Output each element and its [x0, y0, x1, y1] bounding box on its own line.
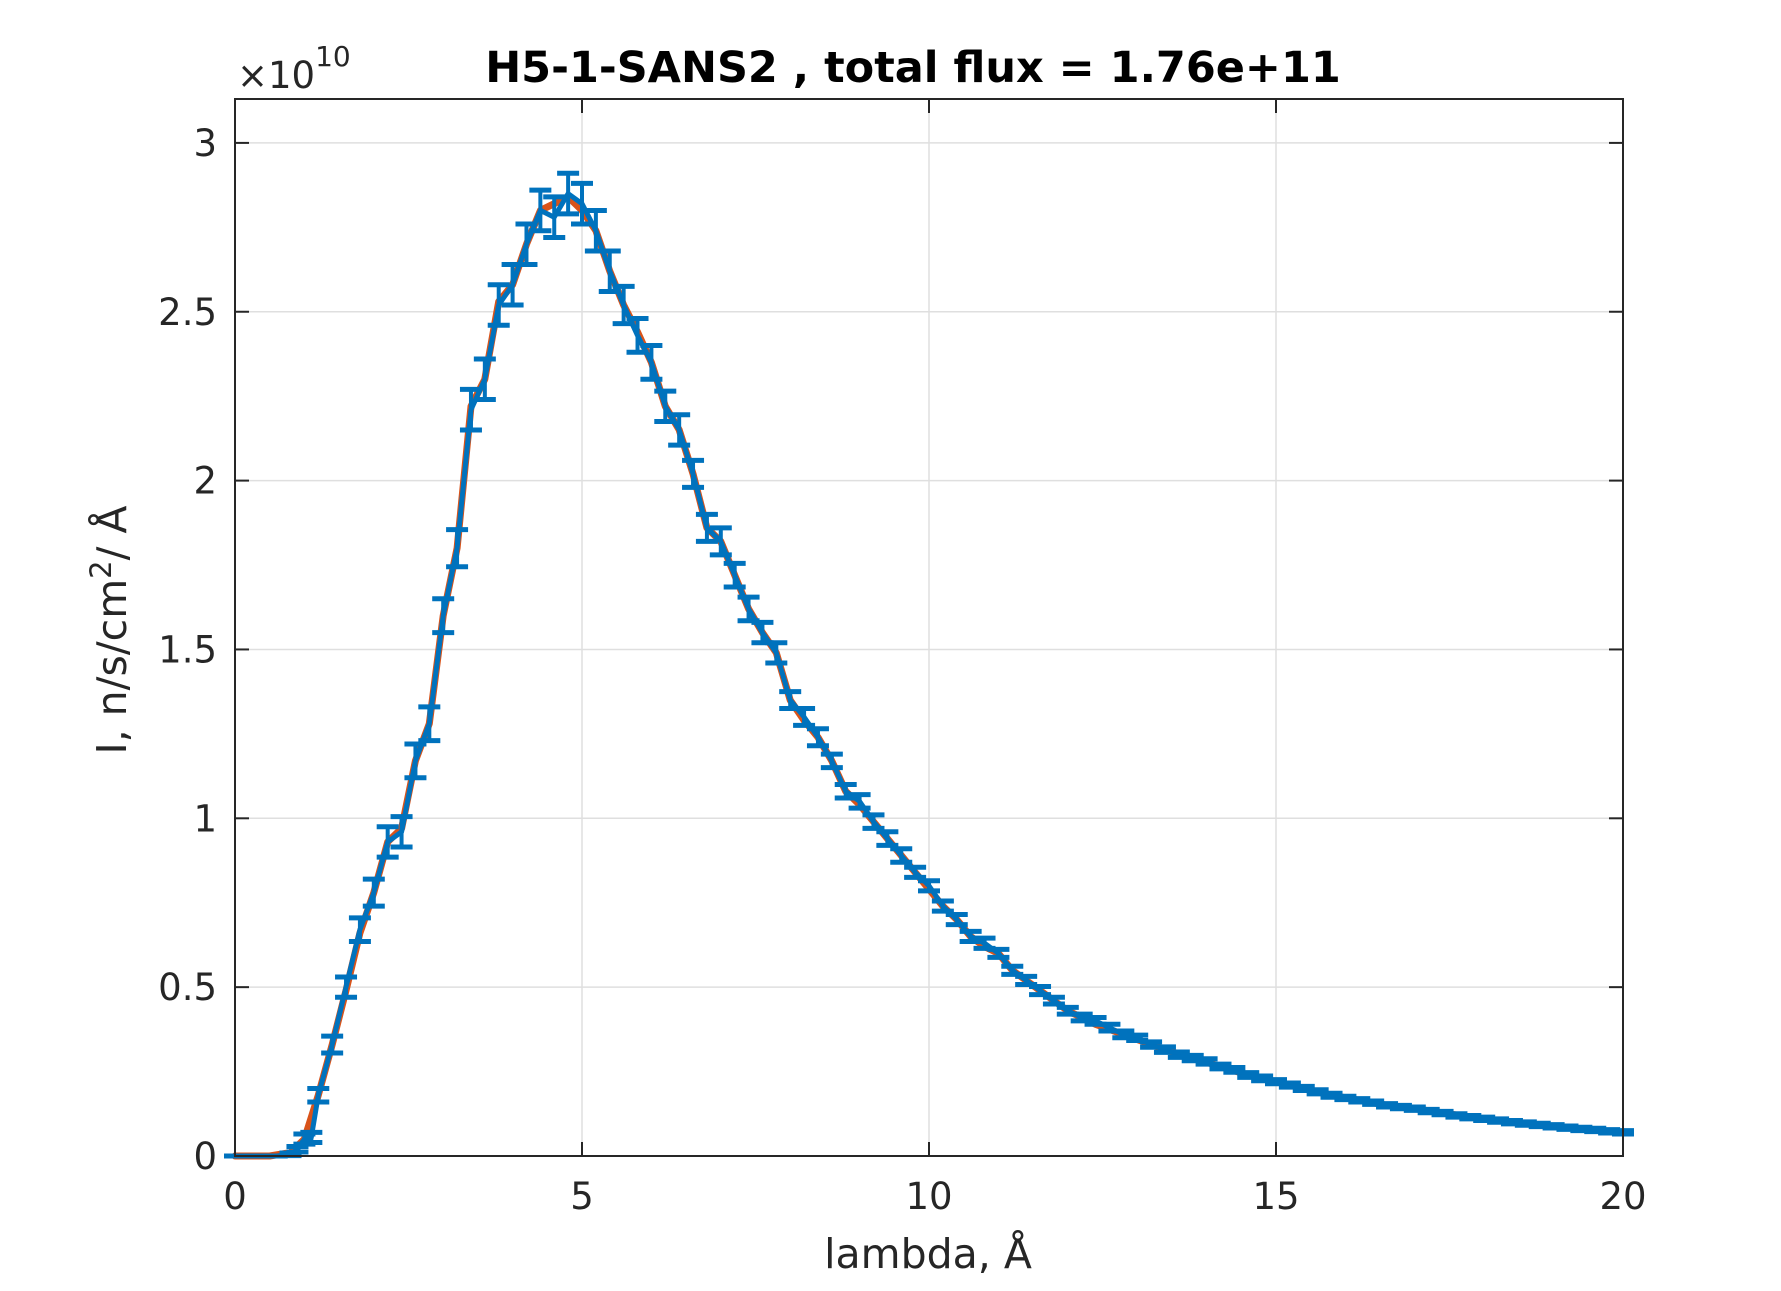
- data-point: [834, 782, 857, 801]
- y-exponent-label: ×1010: [237, 40, 351, 97]
- data-point: [793, 706, 816, 728]
- x-tick-labels: 0 5 10 15 20: [223, 1175, 1646, 1218]
- chart-title: H5-1-SANS2 , total flux = 1.76e+11: [485, 43, 1341, 93]
- y-axis-label: I, n/s/cm2/ Å: [84, 506, 136, 755]
- data-point: [682, 457, 705, 490]
- data-point: [529, 187, 552, 234]
- y-tick-label: 3: [193, 122, 217, 165]
- x-axis-label: lambda, Å: [824, 1230, 1032, 1278]
- y-exponent-power: 10: [315, 40, 351, 73]
- data-point: [904, 864, 927, 880]
- data-point: [890, 846, 913, 865]
- data-point: [557, 170, 580, 217]
- data-point: [473, 356, 496, 403]
- grid: [235, 99, 1623, 1156]
- y-axis-label-sup: 2: [84, 560, 118, 578]
- data-point: [820, 751, 843, 771]
- y-tick-label: 0.5: [158, 966, 217, 1009]
- data-point: [376, 824, 399, 860]
- y-tick-label: 0: [193, 1135, 217, 1178]
- data-point: [571, 180, 593, 227]
- y-tick-labels: 0 0.5 1 1.5 2 2.5 3: [158, 122, 217, 1178]
- data-point: [1070, 1011, 1093, 1024]
- data-point: [418, 704, 441, 744]
- x-tick-label: 5: [570, 1175, 594, 1218]
- data-point: [987, 946, 1010, 960]
- data-point: [487, 282, 510, 328]
- data-point: [723, 560, 746, 590]
- data-point: [598, 248, 621, 294]
- data-point: [390, 814, 413, 850]
- y-tick-label: 1.5: [158, 628, 217, 671]
- data-point: [959, 928, 982, 945]
- data-point: [1029, 983, 1052, 998]
- data-point: [945, 912, 968, 928]
- data-point: [300, 1129, 323, 1145]
- data-point: [918, 878, 940, 894]
- x-tick-label: 0: [223, 1175, 247, 1218]
- data-point: [695, 511, 718, 544]
- data-point: [806, 726, 829, 749]
- data-point: [1112, 1028, 1135, 1041]
- data-point: [307, 1085, 330, 1105]
- data-point: [862, 812, 885, 831]
- data-point: [612, 283, 635, 327]
- data-point: [654, 388, 677, 425]
- x-tick-label: 20: [1599, 1175, 1646, 1218]
- y-axis-label-tail: / Å: [88, 506, 136, 561]
- data-point: [348, 915, 371, 945]
- data-point: [446, 527, 469, 570]
- y-tick-label: 1: [193, 797, 217, 840]
- data-point: [626, 316, 649, 355]
- data-point: [543, 194, 566, 240]
- data-point: [709, 525, 732, 558]
- data-point: [321, 1033, 344, 1056]
- data-point: [404, 741, 427, 781]
- data-point: [459, 386, 482, 433]
- data-point: [335, 974, 358, 1000]
- data-point: [876, 829, 899, 848]
- ticks: [234, 99, 1624, 1157]
- data-point: [1042, 994, 1065, 1007]
- data-point: [362, 876, 385, 909]
- data-point: [848, 792, 871, 811]
- y-exponent-prefix: ×10: [237, 54, 315, 97]
- data-point: [931, 898, 954, 914]
- data-point: [640, 343, 663, 382]
- y-axis-label-main: I, n/s/cm: [88, 579, 136, 755]
- y-tick-label: 2: [193, 460, 217, 503]
- data-point: [668, 412, 691, 448]
- y-tick-label: 2.5: [158, 291, 217, 334]
- data-point: [432, 596, 455, 636]
- data-point: [765, 640, 788, 666]
- x-tick-label: 15: [1252, 1175, 1299, 1218]
- x-tick-label: 10: [905, 1175, 952, 1218]
- data-point: [515, 221, 538, 267]
